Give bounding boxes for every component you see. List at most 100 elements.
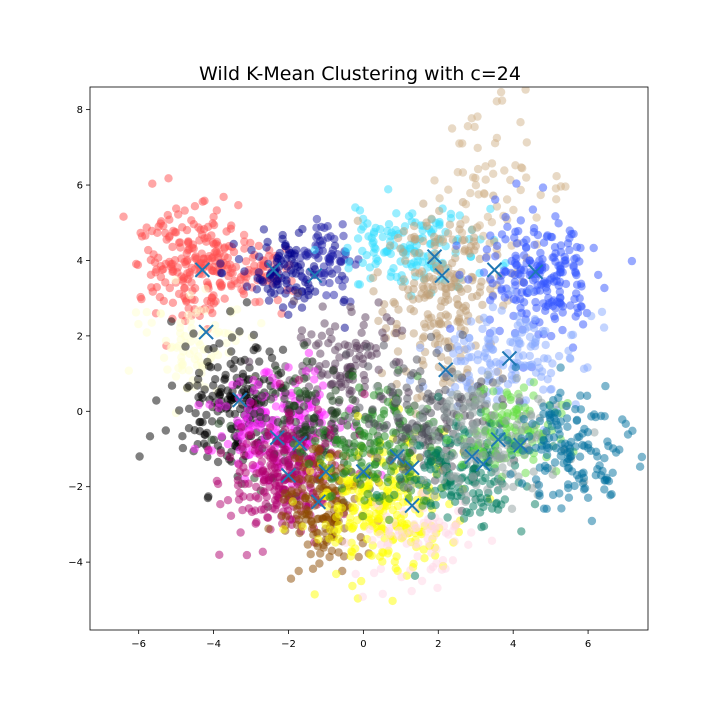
cluster-6-point <box>454 316 464 325</box>
cluster-11-point <box>199 439 209 448</box>
cluster-1-point <box>174 210 183 219</box>
cluster-23-point <box>419 475 428 485</box>
cluster-24-point <box>539 504 549 513</box>
cluster-19-point <box>380 432 389 441</box>
cluster-1-point <box>180 283 189 292</box>
cluster-1-point <box>180 206 189 215</box>
cluster-18-point <box>376 540 386 549</box>
cluster-20-point <box>389 360 398 369</box>
cluster-6-point <box>460 235 469 245</box>
cluster-3-point <box>280 241 290 251</box>
cluster-6-point <box>427 214 436 223</box>
cluster-11-point <box>189 329 198 338</box>
cluster-20-point <box>408 446 417 455</box>
cluster-1-point <box>119 212 128 221</box>
cluster-15-point <box>264 428 273 437</box>
cluster-7-point <box>552 172 561 181</box>
cluster-16-point <box>314 514 323 523</box>
cluster-7-point <box>473 143 482 153</box>
cluster-15-point <box>254 446 263 455</box>
cluster-1-point <box>136 228 145 238</box>
cluster-15-point <box>283 455 293 465</box>
cluster-6-point <box>460 247 469 256</box>
cluster-7-point <box>430 176 439 185</box>
cluster-23-point <box>495 477 504 486</box>
cluster-3-point <box>309 262 319 271</box>
cluster-8-point <box>495 326 504 336</box>
cluster-19-point <box>304 459 314 469</box>
cluster-9-point <box>506 286 516 296</box>
cluster-7-point <box>551 184 561 193</box>
cluster-8-point <box>531 297 540 307</box>
cluster-17-point <box>314 535 323 544</box>
cluster-1-point <box>181 260 190 269</box>
cluster-9-point <box>464 371 473 380</box>
cluster-3-point <box>216 259 225 268</box>
cluster-21-point <box>517 527 526 536</box>
cluster-12-point <box>316 349 325 358</box>
cluster-15-point <box>360 390 369 399</box>
centroid-marker <box>194 262 211 278</box>
cluster-24-point <box>555 489 564 498</box>
cluster-16-point <box>295 474 304 484</box>
cluster-19-point <box>343 460 352 469</box>
cluster-23-point <box>469 472 478 481</box>
cluster-23-point <box>445 472 455 481</box>
cluster-21-point <box>468 489 478 498</box>
cluster-6-point <box>419 199 428 208</box>
cluster-11-point <box>226 392 236 402</box>
cluster-6-point <box>443 229 453 238</box>
cluster-12-point <box>317 331 327 340</box>
cluster-21-point <box>443 513 452 522</box>
cluster-18-point <box>430 531 439 541</box>
cluster-14-point <box>272 365 281 375</box>
cluster-14-point <box>304 390 313 399</box>
cluster-7-point <box>455 139 464 148</box>
cluster-23-point <box>499 450 509 459</box>
cluster-15-point <box>267 462 276 471</box>
cluster-9-point <box>522 317 531 327</box>
cluster-3-point <box>272 280 281 289</box>
cluster-8-point <box>519 298 529 307</box>
cluster-15-point <box>251 492 260 501</box>
cluster-6-point <box>420 293 429 302</box>
cluster-4-point <box>317 240 327 249</box>
cluster-11-point <box>235 327 244 336</box>
cluster-8-point <box>573 303 582 313</box>
centroid-marker <box>306 267 323 284</box>
cluster-3-point <box>242 282 252 291</box>
cluster-10-point <box>184 310 193 320</box>
cluster-8-point <box>510 270 519 280</box>
cluster-19-point <box>339 438 349 447</box>
cluster-14-point <box>256 412 265 422</box>
cluster-23-point <box>461 497 470 507</box>
cluster-16-point <box>308 564 318 573</box>
cluster-14-point <box>309 414 319 423</box>
cluster-8-point <box>560 252 569 262</box>
cluster-24-point <box>563 448 572 457</box>
cluster-23-point <box>463 392 473 401</box>
cluster-1-point <box>147 226 157 236</box>
cluster-15-point <box>252 439 261 448</box>
cluster-16-point <box>295 528 304 538</box>
cluster-10-point <box>142 307 151 317</box>
cluster-15-point <box>215 550 224 559</box>
cluster-8-point <box>497 286 506 295</box>
cluster-17-point <box>373 514 383 523</box>
cluster-6-point <box>461 301 470 311</box>
cluster-8-point <box>571 312 580 321</box>
cluster-24-point <box>604 441 613 451</box>
cluster-1-point <box>159 264 168 274</box>
cluster-10-point <box>124 366 133 375</box>
cluster-17-point <box>382 501 392 510</box>
cluster-19-point <box>383 473 392 482</box>
cluster-8-point <box>589 243 598 253</box>
cluster-15-point <box>269 453 279 463</box>
centroid-marker <box>280 467 297 484</box>
cluster-7-point <box>471 181 481 190</box>
cluster-4-point <box>333 265 342 274</box>
cluster-4-point <box>318 246 327 256</box>
cluster-11-point <box>217 384 226 393</box>
cluster-20-point <box>415 384 424 393</box>
cluster-5-point <box>408 209 417 218</box>
